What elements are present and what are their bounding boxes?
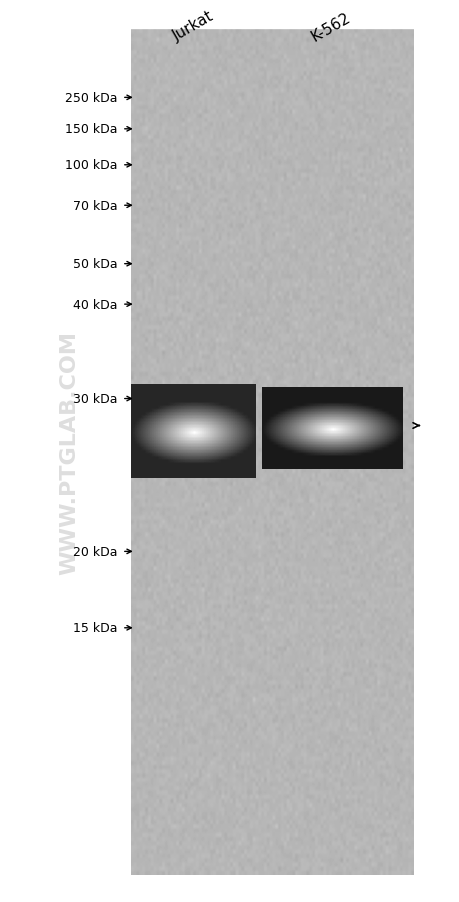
Text: 30 kDa: 30 kDa <box>73 392 117 406</box>
Text: 150 kDa: 150 kDa <box>65 124 117 136</box>
Text: 100 kDa: 100 kDa <box>65 159 117 172</box>
Text: 40 kDa: 40 kDa <box>73 299 117 311</box>
Text: WWW.PTGLAB.COM: WWW.PTGLAB.COM <box>59 331 79 575</box>
Text: 15 kDa: 15 kDa <box>73 621 117 635</box>
FancyBboxPatch shape <box>131 31 413 875</box>
Text: 250 kDa: 250 kDa <box>65 92 117 105</box>
Text: 20 kDa: 20 kDa <box>73 546 117 558</box>
Text: K-562: K-562 <box>308 10 353 44</box>
Text: 50 kDa: 50 kDa <box>73 258 117 271</box>
Text: 70 kDa: 70 kDa <box>73 199 117 213</box>
Text: Jurkat: Jurkat <box>170 9 216 44</box>
